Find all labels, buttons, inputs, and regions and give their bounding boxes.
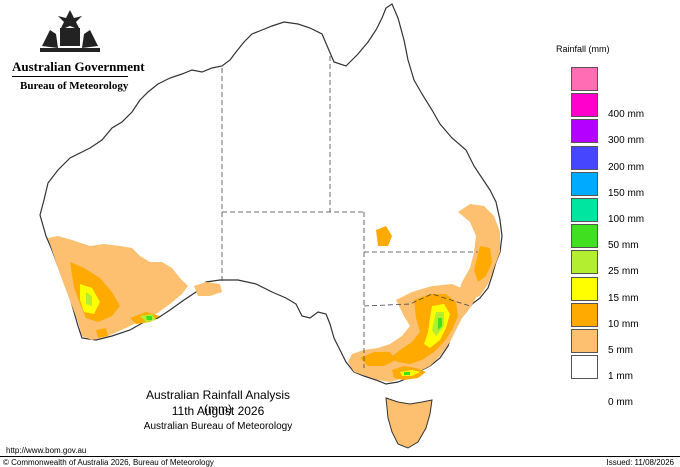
- legend-title: Rainfall (mm): [556, 44, 610, 54]
- map-agency: Australian Bureau of Meteorology: [143, 421, 293, 432]
- legend-swatch: [571, 302, 598, 327]
- legend-label: 150 mm: [608, 187, 645, 199]
- legend-swatch: [571, 355, 598, 380]
- australia-mainland: [39, 3, 503, 385]
- rain-southwest-wa: [48, 236, 222, 340]
- legend-swatch: [571, 198, 598, 222]
- legend-label: 0 mm: [608, 397, 633, 409]
- legend-label: 5 mm: [608, 345, 633, 356]
- legend-swatch: [571, 119, 598, 144]
- legend-swatch: [571, 67, 598, 91]
- footer-divider: [0, 456, 680, 457]
- legend-swatch: [571, 276, 598, 301]
- legend-label: 15 mm: [608, 292, 639, 304]
- legend-swatch: [571, 224, 598, 249]
- state-borders: [221, 56, 478, 368]
- legend-label: 400 mm: [608, 109, 645, 121]
- map-title: Australian Rainfall Analysis (mm): [145, 388, 291, 416]
- government-title: Australian Government: [12, 59, 145, 74]
- legend-label: 100 mm: [608, 214, 645, 225]
- legend-label: 300 mm: [608, 135, 645, 147]
- coat-of-arms-logo: [40, 10, 100, 52]
- header-divider: [12, 76, 128, 77]
- legend-swatch: [571, 145, 598, 170]
- legend-label: 10 mm: [608, 318, 639, 330]
- legend-swatch: [571, 93, 598, 118]
- issued-date: Issued: 11/08/2026: [606, 458, 674, 467]
- legend-swatch: [571, 171, 598, 196]
- rain-east-coast: [376, 204, 500, 300]
- legend-label: 50 mm: [608, 240, 639, 252]
- legend-label: 200 mm: [608, 161, 645, 173]
- map-date: 11th August 2026: [171, 404, 265, 418]
- copyright-notice: © Commonwealth of Australia 2026, Bureau…: [3, 458, 214, 467]
- rain-southeast: [348, 284, 476, 382]
- bureau-name: Bureau of Meteorology: [20, 80, 129, 92]
- legend-swatch: [571, 250, 598, 275]
- legend-label: 1 mm: [608, 371, 633, 383]
- legend-label: 25 mm: [608, 266, 639, 278]
- website-link[interactable]: http://www.bom.gov.au: [6, 446, 87, 455]
- tasmania: [385, 397, 433, 449]
- legend-swatch: [571, 329, 598, 353]
